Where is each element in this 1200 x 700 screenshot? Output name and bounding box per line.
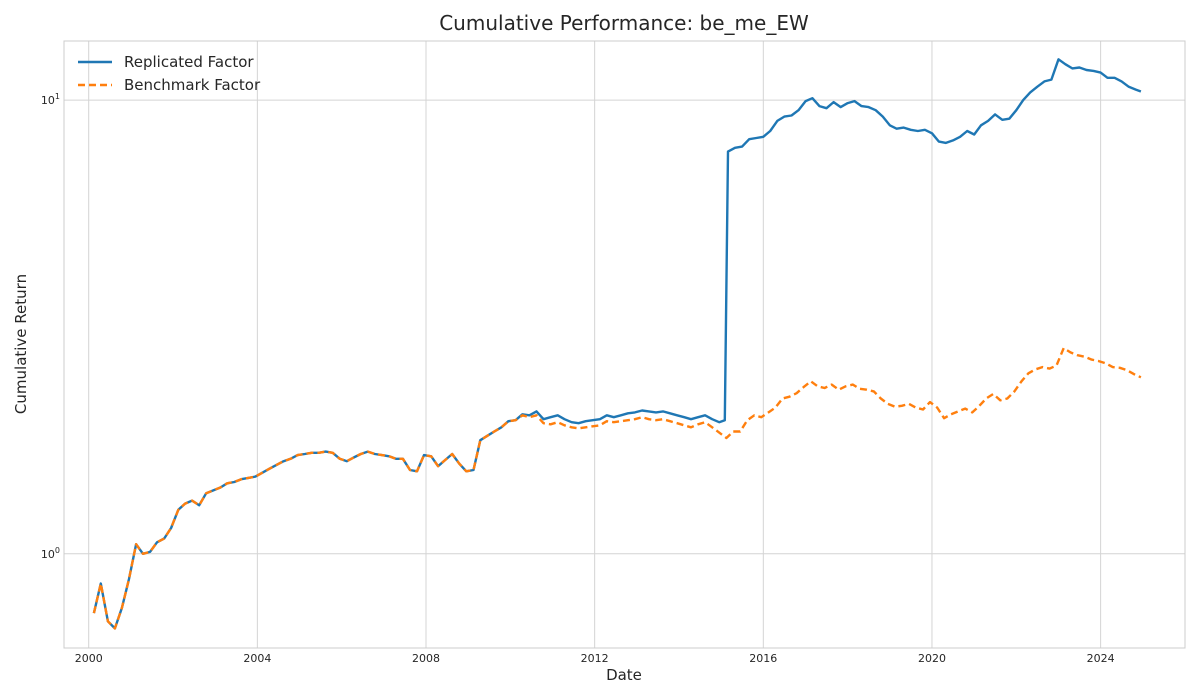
plot-area-frame bbox=[63, 40, 1186, 649]
legend-label: Replicated Factor bbox=[124, 53, 254, 71]
chart-title: Cumulative Performance: be_me_EW bbox=[439, 11, 809, 35]
y-tick-label: 100 bbox=[41, 546, 60, 561]
x-tick-label: 2008 bbox=[412, 652, 440, 665]
x-axis-tick-labels: 2000 2004 2008 2012 2016 2020 2024 bbox=[75, 652, 1115, 665]
series-line-benchmark bbox=[92, 346, 1142, 630]
x-axis-label: Date bbox=[606, 666, 642, 684]
legend-label: Benchmark Factor bbox=[124, 76, 261, 94]
x-tick-label: 2020 bbox=[918, 652, 946, 665]
x-tick-label: 2016 bbox=[749, 652, 777, 665]
legend: Replicated Factor Benchmark Factor bbox=[78, 53, 261, 94]
y-tick-label: 101 bbox=[41, 92, 60, 107]
x-tick-label: 2012 bbox=[581, 652, 609, 665]
series-lines bbox=[92, 58, 1142, 630]
x-tick-label: 2024 bbox=[1087, 652, 1115, 665]
grid-lines bbox=[64, 41, 1185, 648]
y-axis-tick-labels: 100 101 bbox=[41, 92, 60, 561]
x-tick-label: 2000 bbox=[75, 652, 103, 665]
x-tick-label: 2004 bbox=[243, 652, 271, 665]
y-axis-label: Cumulative Return bbox=[12, 274, 30, 414]
